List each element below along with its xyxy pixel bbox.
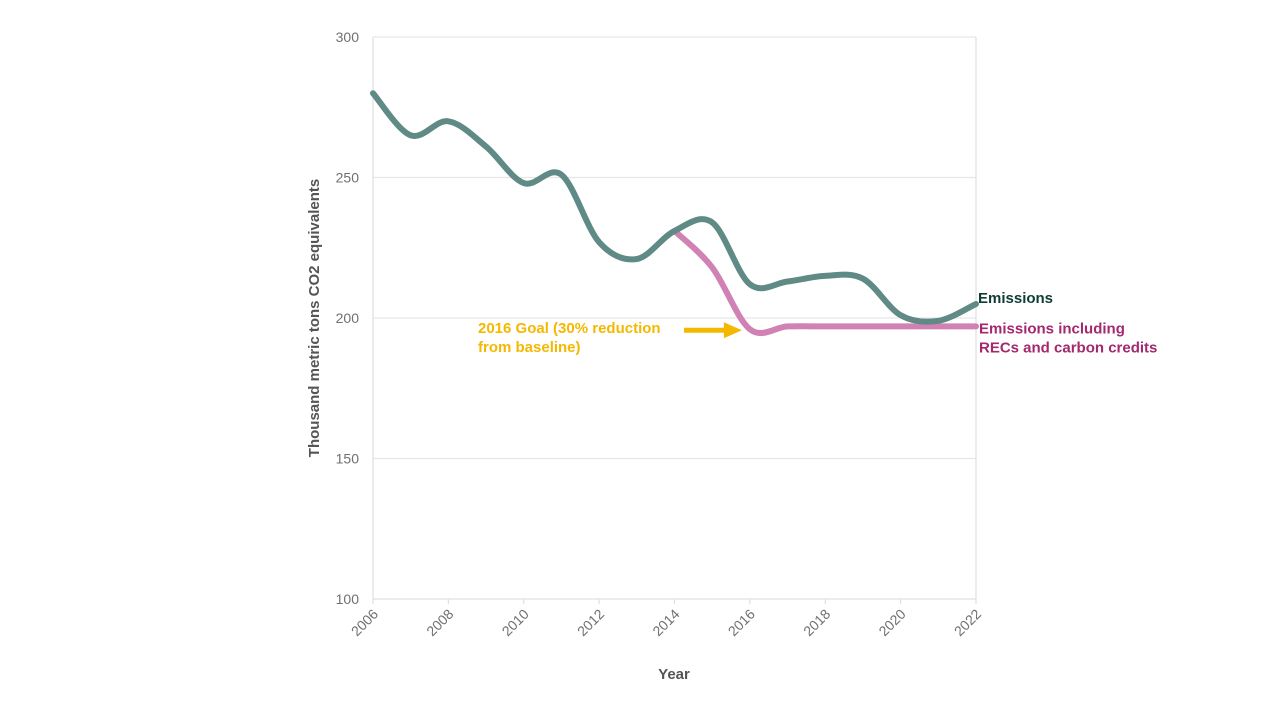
y-tick-label: 150: [336, 451, 360, 467]
y-tick-label: 250: [336, 170, 360, 186]
emissions-with-credits-line: [671, 227, 979, 337]
emissions-series-label: Emissions: [978, 290, 1053, 307]
x-tick-label: 2006: [348, 606, 381, 639]
x-tick-label: 2016: [725, 606, 758, 639]
y-tick-label: 200: [336, 310, 360, 326]
goal-annotation-text: from baseline): [478, 339, 581, 356]
x-axis-title: Year: [658, 666, 690, 683]
axes: 100 150 200 250 300 2006 2008 2010 2012 2014 2016 2…: [336, 29, 985, 639]
x-tick-label: 2010: [499, 606, 532, 639]
x-tick-label: 2008: [423, 606, 456, 639]
x-tick-label: 2012: [574, 606, 607, 639]
grid-lines: [373, 36, 976, 460]
credits-series-label-line: RECs and carbon credits: [979, 339, 1157, 356]
goal-annotation-text: 2016 Goal (30% reduction: [478, 320, 661, 337]
y-axis-title: Thousand metric tons CO2 equivalents: [306, 179, 323, 457]
y-tick-label: 100: [336, 591, 360, 607]
y-tick-label: 300: [336, 29, 360, 45]
goal-annotation: 2016 Goal (30% reduction from baseline): [478, 320, 742, 356]
goal-arrow-icon: [723, 322, 742, 339]
x-tick-label: 2022: [951, 606, 984, 639]
series-lines: [370, 90, 979, 337]
x-tick-label: 2018: [800, 606, 833, 639]
x-tick-label: 2020: [875, 606, 908, 639]
series-end-labels: Emissions Emissions including RECs and car…: [978, 290, 1157, 356]
credits-series-label-line: Emissions including: [979, 320, 1125, 337]
x-tick-label: 2014: [649, 606, 682, 639]
emissions-line: [370, 90, 979, 325]
